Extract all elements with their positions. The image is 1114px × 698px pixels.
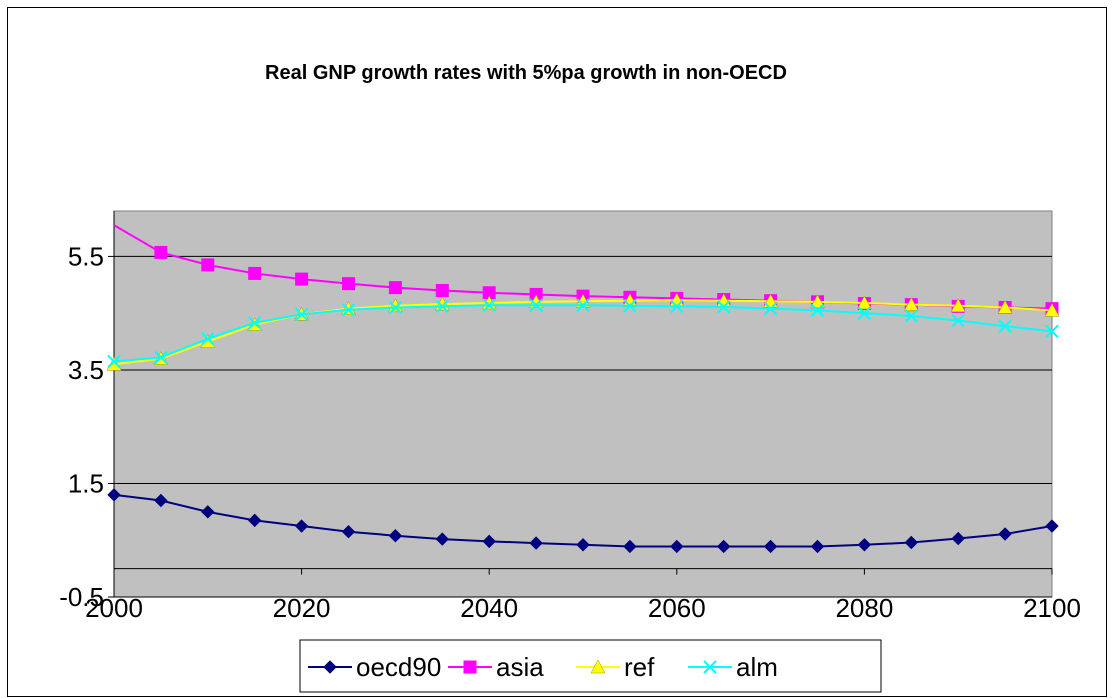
- x-tick-label: 2060: [648, 593, 706, 623]
- legend-label: alm: [736, 652, 778, 682]
- data-point-alm: [623, 299, 637, 313]
- data-point-oecd90: [857, 538, 872, 552]
- legend-item-ref: ref: [576, 652, 655, 682]
- data-point-alm: [904, 309, 919, 323]
- data-point-alm: [294, 307, 309, 322]
- x-tick-label: 2080: [835, 593, 893, 623]
- data-point-oecd90: [341, 525, 356, 539]
- legend-marker-oecd90: [323, 660, 337, 674]
- data-point-oecd90: [576, 538, 590, 552]
- data-point-alm: [670, 299, 684, 314]
- gridlines: [114, 255, 1052, 598]
- x-tick-label: 2000: [85, 593, 143, 623]
- data-point-asia: [342, 277, 355, 291]
- legend-label: ref: [624, 652, 655, 682]
- data-point-alm: [341, 303, 356, 317]
- data-point-oecd90: [998, 527, 1012, 541]
- data-point-oecd90: [201, 505, 215, 519]
- data-point-alm: [951, 313, 965, 328]
- data-point-ref: [903, 297, 919, 311]
- data-point-oecd90: [763, 539, 778, 554]
- legend-item-asia: asia: [448, 652, 544, 682]
- data-point-asia: [154, 245, 168, 259]
- legend-item-oecd90: oecd90: [308, 652, 441, 682]
- legend-marker-ref: [590, 659, 606, 674]
- legend-marker-alm: [703, 660, 717, 674]
- data-point-alm: [810, 303, 825, 318]
- data-point-oecd90: [716, 539, 731, 554]
- x-tick-label: 2020: [273, 593, 331, 623]
- data-point-oecd90: [154, 493, 168, 508]
- series-layer: [106, 224, 1060, 554]
- y-tick-label: 5.5: [68, 241, 104, 271]
- data-point-oecd90: [1045, 519, 1059, 533]
- data-point-alm: [857, 306, 872, 320]
- y-tick-label: 3.5: [68, 355, 104, 385]
- data-point-ref: [1044, 302, 1060, 317]
- data-point-oecd90: [529, 536, 543, 550]
- legend-label: oecd90: [356, 652, 441, 682]
- data-point-alm: [529, 298, 543, 312]
- data-point-asia: [435, 283, 449, 297]
- line-chart: Real GNP growth rates with 5%pa growth i…: [59, 62, 1081, 693]
- data-point-alm: [107, 354, 121, 369]
- data-point-alm: [716, 300, 731, 314]
- y-tick-label: -0.5: [59, 582, 104, 612]
- data-point-oecd90: [810, 539, 825, 554]
- data-point-oecd90: [623, 539, 637, 554]
- data-point-ref: [856, 295, 872, 310]
- data-point-oecd90: [107, 488, 121, 502]
- data-point-ref: [997, 299, 1013, 314]
- data-point-oecd90: [435, 532, 450, 546]
- y-tick-label: 1.5: [68, 468, 104, 498]
- data-point-alm: [1045, 324, 1059, 339]
- data-point-ref: [950, 298, 966, 313]
- data-point-ref: [341, 301, 356, 315]
- legend-item-alm: alm: [688, 652, 778, 682]
- series-oecd90: [107, 488, 1059, 554]
- data-point-asia: [295, 272, 309, 286]
- data-point-alm: [435, 299, 450, 314]
- x-tick-label: 2040: [460, 593, 518, 623]
- data-point-ref: [810, 294, 825, 309]
- data-point-alm: [201, 332, 215, 346]
- data-point-asia: [201, 258, 215, 272]
- data-point-alm: [763, 301, 778, 316]
- data-point-oecd90: [482, 534, 496, 549]
- chart-frame: Real GNP growth rates with 5%pa growth i…: [7, 7, 1107, 697]
- data-point-alm: [388, 300, 403, 315]
- data-point-asia: [388, 281, 402, 295]
- data-point-alm: [482, 298, 496, 312]
- chart-title: Real GNP growth rates with 5%pa growth i…: [265, 62, 787, 84]
- data-point-asia: [248, 266, 262, 280]
- data-point-alm: [247, 316, 262, 330]
- data-point-oecd90: [294, 519, 309, 533]
- data-point-oecd90: [904, 535, 919, 550]
- legend-marker-asia: [463, 660, 477, 674]
- x-tick-label: 2100: [1023, 593, 1081, 623]
- data-point-oecd90: [670, 539, 684, 554]
- y-tick-labels: -0.5 1.5 3.5 5.5: [59, 241, 104, 612]
- data-point-oecd90: [951, 531, 965, 546]
- data-point-alm: [998, 319, 1012, 333]
- x-tick-labels: 2000 2020 2040 2060 2080 2100: [85, 593, 1081, 623]
- legend-label: asia: [496, 652, 544, 682]
- data-point-alm: [576, 298, 590, 312]
- legend: oecd90 asia ref alm: [299, 639, 882, 693]
- series-alm: [107, 298, 1059, 369]
- data-point-alm: [154, 350, 168, 365]
- data-point-oecd90: [388, 528, 403, 543]
- data-point-oecd90: [247, 513, 262, 528]
